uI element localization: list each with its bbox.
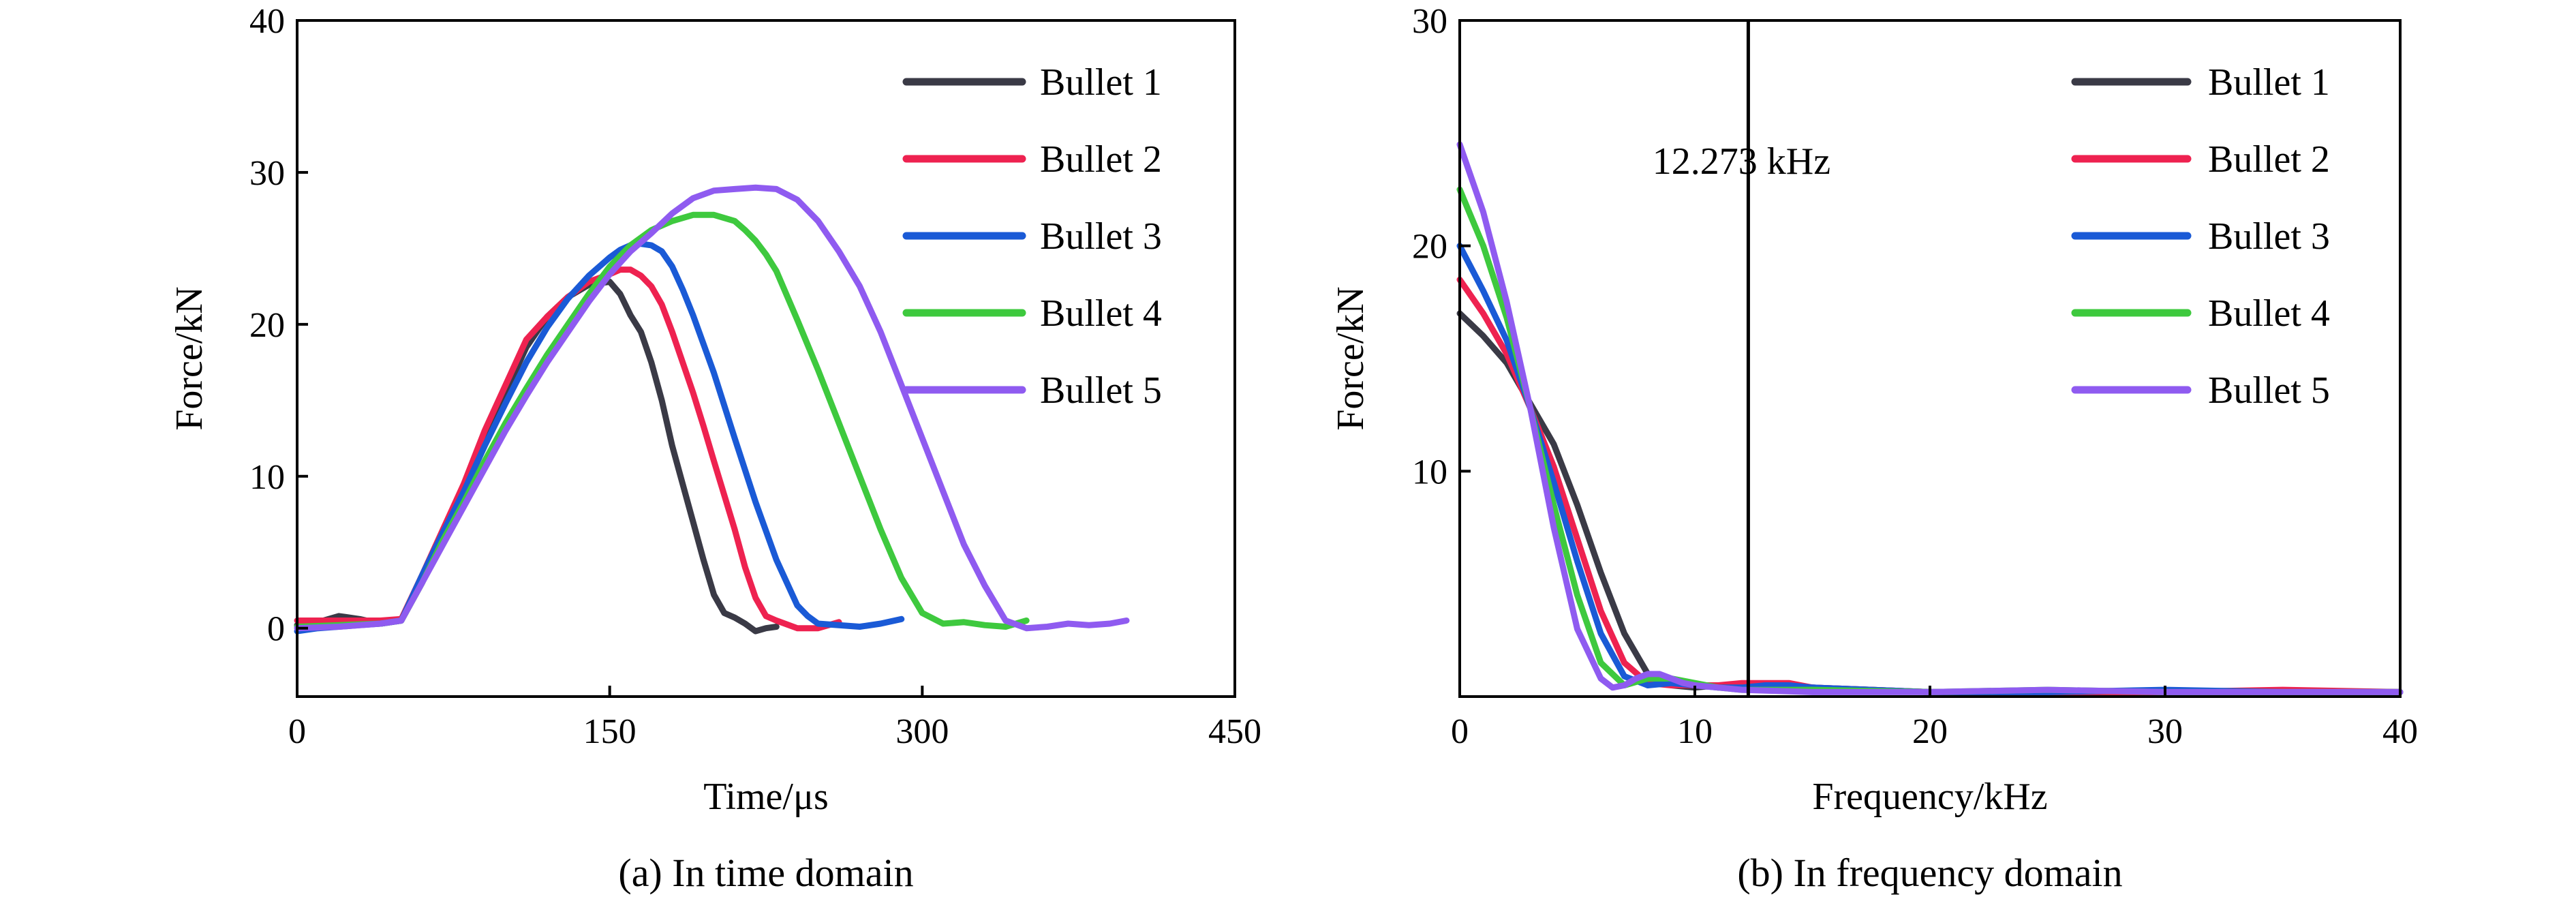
frequency-domain-legend-label-1: Bullet 1 (2208, 61, 2330, 104)
time-domain-x-tick-label: 150 (583, 712, 637, 751)
time-domain-legend-label-5: Bullet 5 (1040, 369, 1162, 412)
frequency-domain-legend: Bullet 1 Bullet 2 Bullet 3 Bullet 4 Bullet 5 (2071, 61, 2330, 412)
time-domain-x-tick-label: 450 (1208, 712, 1261, 751)
time-domain-legend: Bullet 1 Bullet 2 Bullet 3 Bullet 4 Bullet 5 (902, 61, 1162, 412)
frequency-domain-series-line-5 (1456, 141, 2404, 695)
time-domain-x-tick-label: 300 (895, 712, 949, 751)
frequency-domain-x-tick-label: 10 (1677, 712, 1713, 751)
time-domain-x-axis-label: Time/μs (703, 776, 829, 818)
time-domain-plot-frame (296, 19, 1236, 698)
frequency-domain-x-tick-label: 0 (1451, 712, 1469, 751)
time-domain-caption: (a) In time domain (618, 851, 913, 895)
frequency-domain-caption: (b) In frequency domain (1737, 851, 2122, 895)
time-domain-ticks: 0 150 300 450 0 10 20 30 40 (249, 2, 1261, 751)
frequency-domain-y-tick-label: 10 (1412, 453, 1447, 491)
time-domain-y-tick-label: 0 (267, 610, 285, 649)
time-domain-legend-label-1: Bullet 1 (1040, 61, 1162, 104)
frequency-domain-legend-label-4: Bullet 4 (2208, 292, 2330, 335)
frequency-domain-x-tick-label: 40 (2382, 712, 2418, 751)
time-domain-y-tick-label: 40 (249, 2, 285, 41)
time-domain-y-tick-label: 10 (249, 458, 285, 497)
time-domain-y-tick-label: 30 (249, 154, 285, 193)
time-domain-series-line-5 (294, 184, 1130, 632)
time-domain-x-tick-label: 0 (288, 712, 306, 751)
time-domain-panel: 0 150 300 450 0 10 20 30 40 Time/μs Force/kN Bul… (168, 2, 1261, 895)
frequency-domain-ticks: 0 10 20 30 40 10 20 30 (1412, 2, 2418, 751)
frequency-domain-x-tick-label: 30 (2147, 712, 2183, 751)
frequency-domain-legend-label-5: Bullet 5 (2208, 369, 2330, 412)
time-domain-y-tick-label: 20 (249, 306, 285, 345)
frequency-marker-label: 12.273 kHz (1653, 140, 1830, 183)
time-domain-series-layer (294, 184, 1130, 635)
frequency-domain-y-tick-label: 20 (1412, 228, 1447, 266)
time-domain-y-axis-label: Force/kN (168, 286, 211, 431)
frequency-domain-legend-label-3: Bullet 3 (2208, 215, 2330, 258)
frequency-domain-x-tick-label: 20 (1912, 712, 1948, 751)
time-domain-legend-label-4: Bullet 4 (1040, 292, 1162, 335)
frequency-domain-y-tick-label: 30 (1412, 2, 1447, 41)
frequency-domain-legend-label-2: Bullet 2 (2208, 138, 2330, 181)
frequency-domain-panel: 0 10 20 30 40 10 20 30 12.273 kHz Frequency/kHz… (1330, 2, 2418, 895)
time-domain-legend-label-3: Bullet 3 (1040, 215, 1162, 258)
frequency-domain-y-axis-label: Force/kN (1330, 286, 1372, 431)
time-domain-legend-label-2: Bullet 2 (1040, 138, 1162, 181)
frequency-domain-x-axis-label: Frequency/kHz (1812, 776, 2047, 818)
